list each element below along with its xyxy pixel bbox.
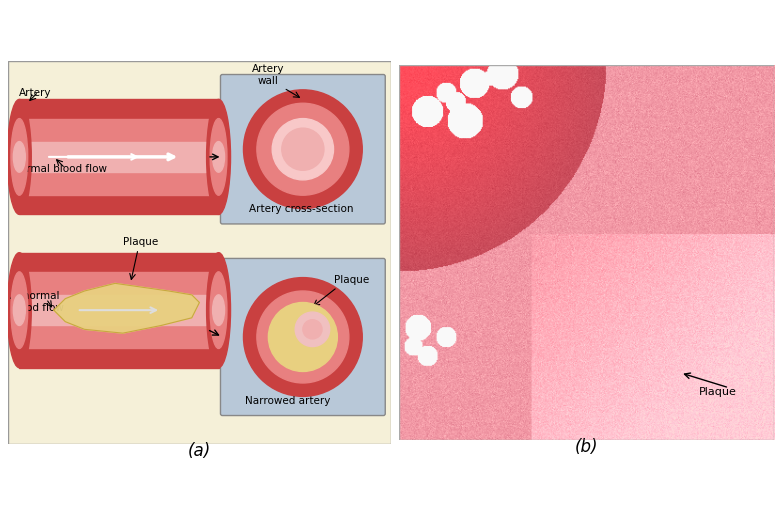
Ellipse shape — [206, 100, 231, 214]
Polygon shape — [20, 326, 219, 349]
Circle shape — [282, 128, 324, 170]
FancyBboxPatch shape — [221, 258, 386, 416]
Circle shape — [296, 312, 330, 346]
Polygon shape — [20, 272, 219, 295]
Ellipse shape — [213, 142, 224, 172]
Polygon shape — [20, 119, 219, 142]
Text: Abnormal
blood flow: Abnormal blood flow — [9, 291, 63, 313]
Circle shape — [243, 278, 362, 396]
Circle shape — [272, 119, 334, 180]
Text: Normal blood flow: Normal blood flow — [12, 164, 106, 174]
Polygon shape — [20, 142, 219, 172]
Polygon shape — [20, 100, 219, 119]
Circle shape — [268, 303, 337, 371]
Ellipse shape — [13, 142, 25, 172]
Text: Artery cross-section: Artery cross-section — [249, 204, 353, 215]
Text: Artery: Artery — [20, 88, 52, 98]
Ellipse shape — [206, 253, 231, 368]
Polygon shape — [54, 283, 199, 333]
FancyBboxPatch shape — [8, 61, 391, 444]
Ellipse shape — [11, 272, 27, 349]
Ellipse shape — [13, 295, 25, 326]
Polygon shape — [20, 253, 219, 272]
Ellipse shape — [11, 119, 27, 195]
Ellipse shape — [210, 119, 227, 195]
Circle shape — [256, 103, 349, 195]
Text: (b): (b) — [575, 438, 598, 456]
Polygon shape — [20, 172, 219, 195]
Circle shape — [256, 291, 349, 383]
Text: Plaque: Plaque — [123, 237, 158, 247]
Ellipse shape — [7, 253, 31, 368]
Circle shape — [243, 90, 362, 208]
Polygon shape — [20, 195, 219, 214]
Polygon shape — [20, 349, 219, 368]
Circle shape — [303, 320, 322, 339]
Text: Plaque: Plaque — [334, 275, 369, 286]
Text: Artery
wall: Artery wall — [252, 65, 285, 86]
Text: Narrowed artery: Narrowed artery — [246, 396, 331, 406]
Text: (a): (a) — [188, 442, 211, 460]
Ellipse shape — [213, 295, 224, 326]
FancyBboxPatch shape — [221, 75, 386, 224]
Polygon shape — [20, 295, 219, 326]
Ellipse shape — [210, 272, 227, 349]
Text: Plaque: Plaque — [699, 387, 737, 398]
Ellipse shape — [7, 100, 31, 214]
